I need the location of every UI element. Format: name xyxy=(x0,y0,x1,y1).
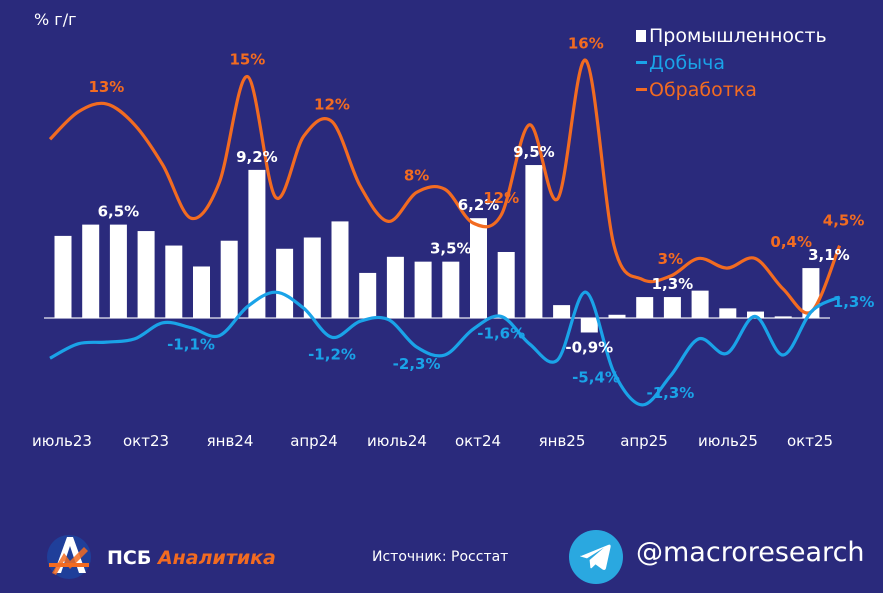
legend-label-manufacturing: Обработка xyxy=(649,78,757,101)
manufacturing-label-2: 13% xyxy=(88,78,124,96)
industry-bar-3 xyxy=(137,231,155,318)
mining-label-28: 1,3% xyxy=(833,293,875,311)
manufacturing-label-28: 4,5% xyxy=(823,212,865,230)
manufacturing-line xyxy=(48,58,842,315)
manufacturing-label-16: 12% xyxy=(483,189,519,207)
industry-bar-24 xyxy=(719,308,737,318)
industry-bar-2 xyxy=(109,224,127,318)
industrial-production-chart: 6,5% 9,2% 3,5% 6,2% 9,5% -0,9% 1,3% 3,1% -1,1% -1… xyxy=(32,34,875,450)
telegram-icon[interactable] xyxy=(568,529,624,585)
legend: Промышленность Добыча Обработка xyxy=(636,22,827,103)
mining-label-22: -1,3% xyxy=(646,384,694,402)
x-tick-label-5: окт24 xyxy=(455,432,501,450)
manufacturing-label-7: 15% xyxy=(229,51,265,69)
y-unit-label: % г/г xyxy=(34,10,77,29)
industry-label-2: 6,5% xyxy=(98,203,140,221)
industry-bar-16 xyxy=(497,251,515,318)
industry-bar-4 xyxy=(165,245,183,318)
manufacturing-label-10: 12% xyxy=(314,96,350,114)
industry-label-15: 6,2% xyxy=(458,196,500,214)
mining-line xyxy=(49,290,841,407)
x-tick-label-3: апр24 xyxy=(290,432,338,450)
industry-bar-17 xyxy=(525,165,543,318)
industry-label-17: 9,5% xyxy=(513,143,555,161)
x-tick-label-8: июль25 xyxy=(698,432,758,450)
manufacturing-label-26: 0,4% xyxy=(770,233,812,251)
industry-label-19: -0,9% xyxy=(565,338,613,356)
x-tick-label-1: окт23 xyxy=(123,432,169,450)
industry-label-27: 3,1% xyxy=(808,246,850,264)
mining-label-20: -5,4% xyxy=(572,369,620,387)
legend-swatch-mining xyxy=(636,61,647,64)
industry-bar-20 xyxy=(608,314,626,318)
brand-name-part2: Аналитика xyxy=(157,547,276,569)
industry-bar-19 xyxy=(580,318,598,333)
industry-bar-26 xyxy=(774,316,792,318)
legend-label-mining: Добыча xyxy=(649,51,726,74)
legend-item-manufacturing: Обработка xyxy=(636,76,827,103)
industry-label-14: 3,5% xyxy=(430,240,472,258)
industry-bar-11 xyxy=(359,272,377,318)
x-tick-label-6: янв25 xyxy=(539,432,586,450)
industry-bar-23 xyxy=(691,290,709,318)
industry-bar-6 xyxy=(220,240,238,318)
industry-bar-25 xyxy=(747,311,764,318)
x-tick-label-7: апр25 xyxy=(620,432,668,450)
mining-label-5: -1,1% xyxy=(167,336,215,354)
manufacturing-label-13: 8% xyxy=(404,166,429,184)
industry-label-22: 1,3% xyxy=(652,275,694,293)
industry-bar-18 xyxy=(553,305,571,318)
industry-bar-15 xyxy=(470,218,487,318)
industry-bar-1 xyxy=(82,224,100,318)
legend-item-industry: Промышленность xyxy=(636,22,827,49)
industry-bar-5 xyxy=(193,266,210,318)
source-note: Источник: Росстат xyxy=(372,549,509,565)
mining-label-10: -1,2% xyxy=(308,345,356,363)
industry-bar-21 xyxy=(636,297,654,318)
industry-bar-8 xyxy=(276,248,294,318)
x-tick-label-9: окт25 xyxy=(787,432,833,450)
footer: ПСБ Аналитика Источник: Росстат @macrore… xyxy=(0,515,883,593)
manufacturing-label-19: 16% xyxy=(568,34,604,52)
x-tick-label-4: июль24 xyxy=(367,432,427,450)
industry-bar-14 xyxy=(442,261,460,318)
x-tick-label-2: янв24 xyxy=(207,432,254,450)
psb-logo-icon xyxy=(47,535,91,579)
mining-label-16: -1,6% xyxy=(477,324,525,342)
mining-label-13: -2,3% xyxy=(393,355,441,373)
legend-swatch-industry xyxy=(636,29,646,42)
industry-label-7: 9,2% xyxy=(236,148,278,166)
legend-item-mining: Добыча xyxy=(636,49,827,76)
brand-name: ПСБ Аналитика xyxy=(107,547,276,569)
industry-bar-10 xyxy=(331,221,349,318)
industry-bar-12 xyxy=(386,256,404,318)
industry-bar-7 xyxy=(248,169,266,318)
x-tick-label-0: июль23 xyxy=(32,432,92,450)
industry-bar-9 xyxy=(303,237,321,318)
manufacturing-label-22: 3% xyxy=(658,250,683,268)
legend-swatch-manufacturing xyxy=(636,88,647,91)
industry-bar-0 xyxy=(54,235,72,318)
brand-name-part1: ПСБ xyxy=(107,547,152,569)
industry-bar-22 xyxy=(663,297,681,318)
legend-label-industry: Промышленность xyxy=(649,24,827,47)
telegram-handle[interactable]: @macroresearch xyxy=(636,537,865,568)
industry-bar-13 xyxy=(414,261,432,318)
